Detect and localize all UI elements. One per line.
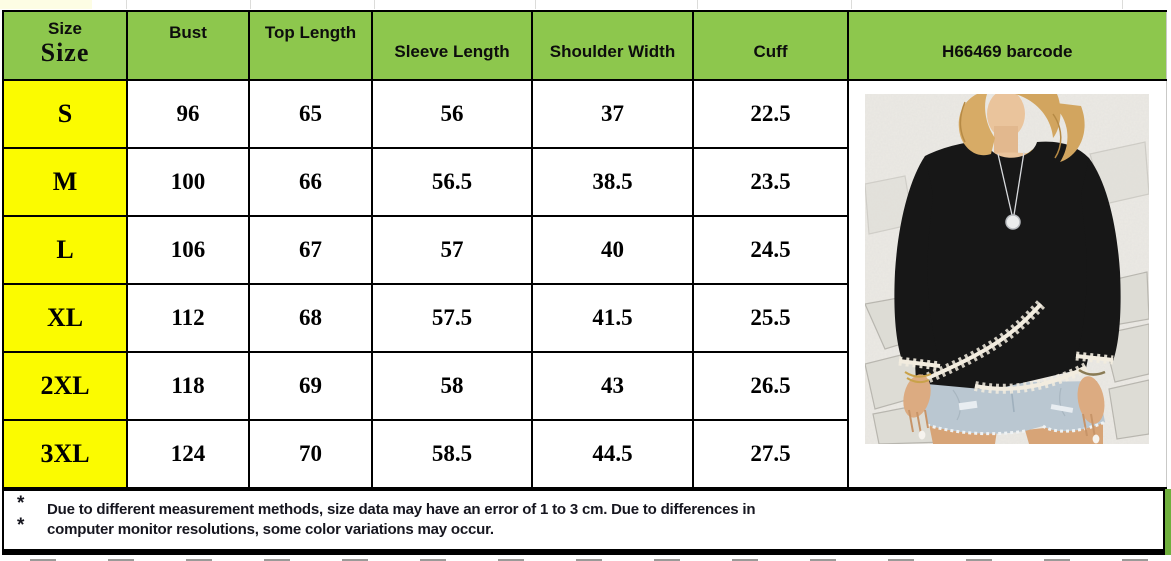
- header-cell-shoulder-width: Shoulder Width: [531, 10, 694, 81]
- header-cell-barcode: H66469 barcode: [847, 10, 1167, 81]
- header-row: Size Size Bust Top Length Sleeve Length …: [2, 10, 1167, 81]
- value-cell: 25.5: [692, 283, 849, 353]
- value-cell: 56.5: [371, 147, 533, 217]
- value-cell: 37: [531, 79, 694, 149]
- size-cell: XL: [2, 283, 128, 353]
- lace-trim: [898, 300, 1114, 394]
- size-cell: S: [2, 79, 128, 149]
- asterisk-column: * *: [4, 491, 47, 549]
- cropped-row-above: [0, 0, 1171, 10]
- denim-shorts: [919, 381, 1106, 436]
- value-cell: 23.5: [692, 147, 849, 217]
- table-row: L 106 67 57 40 24.5: [2, 215, 1166, 285]
- size-cell: M: [2, 147, 128, 217]
- value-cell: 43: [531, 351, 694, 421]
- value-cell: 124: [126, 419, 250, 489]
- value-cell: 69: [248, 351, 373, 421]
- value-cell: 68: [248, 283, 373, 353]
- value-cell: 57: [371, 215, 533, 285]
- header-cell-bust: Bust: [126, 10, 250, 81]
- header-cell-cuff: Cuff: [692, 10, 849, 81]
- size-label-large: Size: [40, 38, 90, 67]
- value-cell: 58.5: [371, 419, 533, 489]
- size-label-small: Size: [47, 19, 83, 38]
- header-cell-top-length: Top Length: [248, 10, 373, 81]
- value-cell: 41.5: [531, 283, 694, 353]
- pendant-necklace: [997, 151, 1025, 230]
- value-cell: 112: [126, 283, 250, 353]
- size-cell: 2XL: [2, 351, 128, 421]
- value-cell: 57.5: [371, 283, 533, 353]
- value-cell: 58: [371, 351, 533, 421]
- measurement-disclaimer: * * Due to different measurement methods…: [2, 489, 1165, 555]
- table-row: 2XL 118 69 58 43 26.5: [2, 351, 1166, 421]
- value-cell: 118: [126, 351, 250, 421]
- table-row: S 96 65 56 37 22.5: [2, 79, 1167, 489]
- product-photo: [864, 90, 1150, 445]
- table-row: 3XL 124 70 58.5 44.5 27.5: [2, 419, 1166, 489]
- value-cell: 65: [248, 79, 373, 149]
- disclaimer-text: Due to different measurement methods, si…: [47, 491, 756, 540]
- value-cell: 22.5: [692, 79, 849, 149]
- value-cell: 66: [248, 147, 373, 217]
- model-hair: [958, 94, 1085, 162]
- asterisk-icon: *: [17, 493, 25, 514]
- value-cell: 106: [126, 215, 250, 285]
- table-row: XL 112 68 57.5 41.5 25.5: [2, 283, 1166, 353]
- size-cell: L: [2, 215, 128, 285]
- asterisk-icon: *: [17, 515, 25, 536]
- black-top: [894, 141, 1121, 390]
- disclaimer-line-1: Due to different measurement methods, si…: [47, 501, 756, 518]
- value-cell: 27.5: [692, 419, 849, 489]
- header-cell-size: Size Size: [2, 10, 128, 81]
- value-cell: 44.5: [531, 419, 694, 489]
- size-table: Size Size Bust Top Length Sleeve Length …: [2, 10, 1167, 489]
- product-photo-cell: [847, 79, 1167, 489]
- value-cell: 70: [248, 419, 373, 489]
- value-cell: 67: [248, 215, 373, 285]
- value-cell: 100: [126, 147, 250, 217]
- cropped-row-below: [0, 555, 1171, 561]
- disclaimer-line-2: computer monitor resolutions, some color…: [47, 521, 494, 538]
- table-row: M 100 66 56.5 38.5 23.5: [2, 147, 1166, 217]
- value-cell: 26.5: [692, 351, 849, 421]
- value-cell: 96: [126, 79, 250, 149]
- value-cell: 40: [531, 215, 694, 285]
- header-cell-sleeve-length: Sleeve Length: [371, 10, 533, 81]
- cropped-green-cell-edge: [1165, 489, 1171, 561]
- value-cell: 56: [371, 79, 533, 149]
- value-cell: 38.5: [531, 147, 694, 217]
- value-cell: 24.5: [692, 215, 849, 285]
- size-cell: 3XL: [2, 419, 128, 489]
- model-hands: [903, 368, 1106, 444]
